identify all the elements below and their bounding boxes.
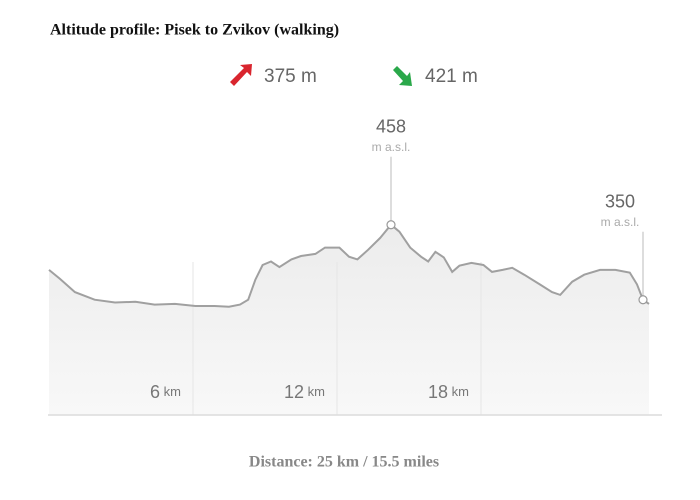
altitude-area (49, 224, 649, 415)
peak-unit: m a.s.l. (372, 140, 411, 154)
altitude-line (48, 223, 650, 308)
plot-area: 6 km 12 km 18 km 458 m a.s.l. 350 m a.s.l. (48, 116, 662, 416)
annotation-point (638, 295, 648, 305)
x-tick-label: 18 km (428, 382, 469, 402)
ascent-value: 375 m (264, 66, 317, 87)
distance-footer: Distance: 25 km / 15.5 miles (249, 454, 439, 471)
ascent-icon (230, 64, 252, 86)
descent-value: 421 m (425, 66, 478, 87)
peak-value: 458 (376, 116, 406, 136)
descent-icon (393, 66, 412, 86)
x-tick-label: 12 km (284, 382, 325, 402)
x-tick-label: 6 km (150, 382, 181, 402)
annotation-point (386, 220, 396, 230)
peak-unit: m a.s.l. (601, 215, 640, 229)
peak-value: 350 (605, 191, 635, 211)
chart-title: Altitude profile: Pisek to Zvikov (walki… (50, 22, 339, 39)
